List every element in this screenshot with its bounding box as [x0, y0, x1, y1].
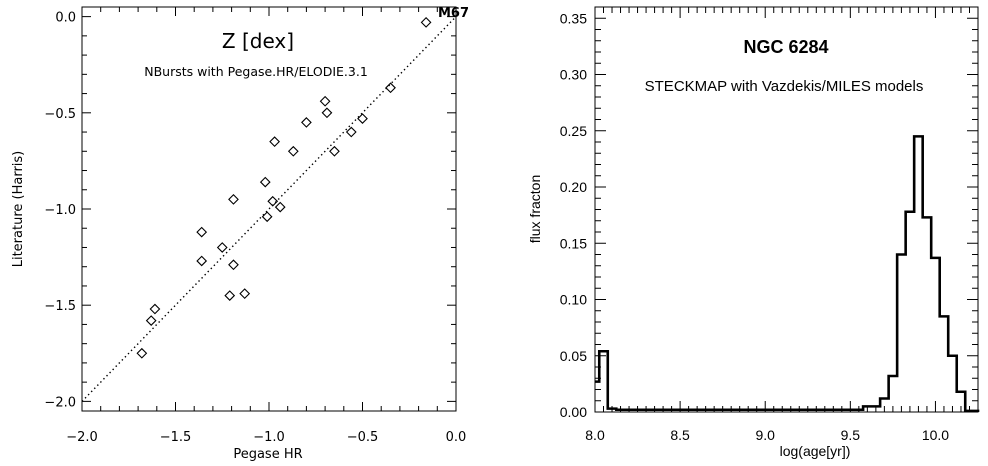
chart-subtitle-right: STECKMAP with Vazdekis/MILES models — [645, 78, 924, 95]
scatter-point — [261, 211, 273, 223]
scatter-point — [149, 303, 161, 315]
y-tick-label: 0.30 — [560, 67, 587, 83]
scatter-point — [287, 145, 299, 157]
scatter-point — [345, 126, 357, 138]
tick-marks-left — [81, 7, 457, 411]
y-tick-label: 0.20 — [560, 179, 587, 195]
histogram-bar — [595, 382, 599, 412]
scatter-point — [269, 136, 280, 148]
chart-title-right: NGC 6284 — [743, 37, 828, 57]
y-tick-label: −0.5 — [44, 107, 76, 122]
tick-marks-right — [594, 7, 978, 413]
scatter-point — [357, 113, 368, 124]
scatter-point — [196, 226, 208, 238]
scatter-point — [196, 255, 208, 267]
y-tick-label: −1.0 — [44, 203, 76, 218]
scatter-chart-metallicity: −2.0 −1.5 −1.0 −0.5 0.0 −2.0 −1.5 −1.0 −0.5 0.0 Z… — [11, 6, 469, 462]
x-tick-label: 8.0 — [585, 427, 605, 443]
x-tick-label: 9.0 — [755, 427, 775, 443]
x-tick-label: −1.0 — [253, 430, 285, 445]
chart-title-left: Z [dex] — [222, 29, 294, 53]
scatter-point — [385, 82, 396, 94]
histogram-outline — [595, 135, 980, 413]
scatter-point — [228, 259, 239, 271]
y-tick-label: 0.05 — [560, 348, 587, 364]
y-tick-label: −1.5 — [44, 299, 76, 314]
x-tick-label: −2.0 — [66, 430, 98, 445]
scatter-point — [136, 347, 148, 359]
annotation-m67: M67 — [438, 6, 469, 21]
histogram-bars — [595, 135, 980, 413]
scatter-point — [239, 288, 251, 300]
histogram-chart-ngc6284: 8.0 8.5 9.0 9.5 10.0 0.00 0.05 0.10 0.15 0.20 0.25… — [527, 6, 980, 459]
x-tick-label: 8.5 — [670, 427, 690, 443]
x-tick-label: −1.5 — [160, 430, 192, 445]
scatter-point — [259, 176, 271, 188]
y-tick-label: 0.15 — [560, 235, 587, 251]
scatter-point — [301, 117, 312, 128]
scatter-point — [145, 315, 157, 326]
y-axis-label-left: Literature (Harris) — [11, 151, 26, 268]
x-tick-label: −0.5 — [347, 430, 379, 445]
x-tick-label: 10.0 — [922, 427, 949, 443]
x-tick-label: 9.5 — [841, 427, 861, 443]
tick-labels-left: −2.0 −1.5 −1.0 −0.5 0.0 −2.0 −1.5 −1.0 −0.5 0.0 — [44, 11, 466, 445]
y-tick-label: 0.35 — [560, 10, 587, 26]
scatter-point — [228, 194, 239, 205]
x-tick-label: 0.0 — [446, 430, 467, 445]
scatter-point — [321, 107, 333, 119]
plot-frame-right — [594, 6, 979, 413]
scatter-markers — [136, 17, 432, 359]
y-tick-label: 0.00 — [560, 404, 587, 420]
y-tick-label: 0.10 — [560, 292, 587, 308]
y-axis-label-right: flux fracton — [527, 175, 543, 243]
x-axis-label-right: log(age[yr]) — [780, 443, 851, 459]
scatter-point — [420, 17, 432, 28]
scatter-point — [216, 242, 228, 253]
y-tick-label: −2.0 — [44, 395, 76, 410]
y-tick-label: 0.25 — [560, 123, 587, 139]
scatter-point — [274, 201, 286, 213]
scatter-point — [319, 95, 331, 107]
chart-subtitle-left: NBursts with Pegase.HR/ELODIE.3.1 — [144, 64, 368, 79]
y-tick-label: 0.0 — [55, 11, 76, 26]
tick-labels-right: 8.0 8.5 9.0 9.5 10.0 0.00 0.05 0.10 0.15 0.20 0.25… — [560, 10, 950, 443]
scatter-point — [224, 290, 236, 301]
x-axis-label-left: Pegase HR — [233, 447, 302, 462]
scatter-point — [329, 145, 340, 157]
